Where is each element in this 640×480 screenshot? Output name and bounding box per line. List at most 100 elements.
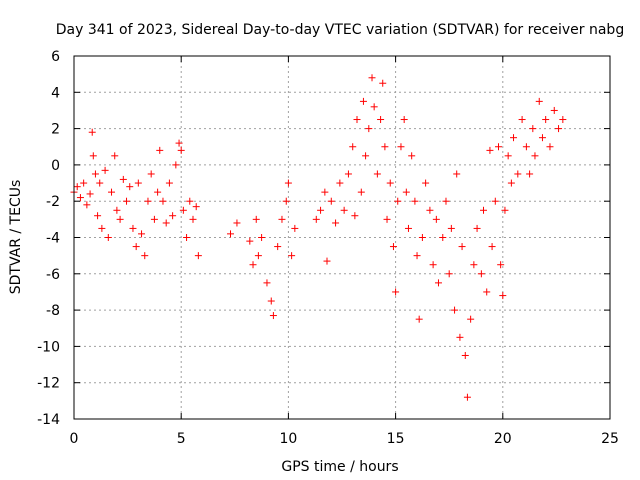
- data-point: [426, 206, 434, 214]
- data-point: [510, 134, 518, 142]
- data-point: [274, 243, 282, 251]
- data-point: [252, 215, 260, 223]
- data-point: [413, 252, 421, 260]
- data-point: [123, 197, 131, 205]
- data-point: [317, 206, 325, 214]
- data-point: [504, 152, 512, 160]
- data-point: [344, 170, 352, 178]
- x-axis-label: GPS time / hours: [281, 459, 398, 475]
- data-point: [514, 170, 522, 178]
- data-point: [98, 224, 106, 232]
- data-point: [434, 279, 442, 287]
- data-point: [386, 179, 394, 187]
- data-point: [408, 152, 416, 160]
- data-point: [392, 288, 400, 296]
- data-point: [432, 215, 440, 223]
- data-point: [480, 206, 488, 214]
- data-point: [542, 116, 550, 124]
- data-point: [529, 125, 537, 133]
- data-point: [177, 146, 185, 154]
- data-point: [365, 125, 373, 133]
- data-point: [483, 288, 491, 296]
- data-point: [559, 116, 567, 124]
- data-point: [518, 116, 526, 124]
- data-point: [119, 175, 127, 183]
- data-point: [394, 197, 402, 205]
- data-point: [73, 183, 81, 191]
- data-point: [175, 139, 183, 147]
- data-point: [383, 215, 391, 223]
- data-point: [463, 393, 471, 401]
- data-point: [495, 143, 503, 151]
- data-point: [94, 212, 102, 220]
- data-point: [535, 97, 543, 105]
- data-point: [154, 188, 162, 196]
- data-point: [269, 312, 277, 320]
- data-point: [555, 125, 563, 133]
- x-tick-label: 10: [279, 431, 297, 447]
- data-point: [538, 134, 546, 142]
- data-point: [377, 116, 385, 124]
- data-point: [159, 197, 167, 205]
- data-points: [70, 74, 567, 401]
- data-point: [179, 206, 187, 214]
- y-axis-label: SDTVAR / TECUs: [8, 180, 24, 295]
- data-point: [473, 224, 481, 232]
- data-point: [89, 152, 97, 160]
- data-point: [192, 203, 200, 211]
- data-point: [96, 179, 104, 187]
- data-point: [144, 197, 152, 205]
- data-point: [249, 261, 257, 269]
- data-point: [402, 188, 410, 196]
- data-point: [189, 215, 197, 223]
- data-point: [470, 261, 478, 269]
- data-point: [156, 146, 164, 154]
- data-point: [183, 234, 191, 241]
- y-tick-label: 0: [51, 158, 60, 174]
- data-point: [284, 179, 292, 187]
- data-point: [359, 97, 367, 105]
- data-point: [258, 234, 266, 241]
- data-point: [101, 166, 109, 174]
- data-point: [522, 143, 530, 151]
- data-point: [526, 170, 534, 178]
- data-point: [486, 146, 494, 154]
- data-point: [323, 257, 331, 265]
- data-point: [332, 219, 340, 227]
- y-tick-label: 4: [51, 85, 60, 101]
- data-point: [418, 234, 426, 241]
- data-point: [415, 315, 423, 323]
- data-point: [165, 179, 173, 187]
- y-tick-label: -10: [37, 339, 60, 355]
- data-point: [461, 351, 469, 359]
- data-point: [397, 143, 405, 151]
- data-point: [499, 292, 507, 300]
- chart-title: Day 341 of 2023, Sidereal Day-to-day VTE…: [56, 22, 624, 38]
- data-point: [138, 230, 146, 238]
- x-tick-label: 20: [494, 431, 512, 447]
- data-point: [497, 261, 505, 269]
- data-point: [246, 237, 254, 245]
- x-tick-label: 0: [70, 431, 79, 447]
- data-point: [349, 143, 357, 151]
- data-point: [111, 152, 119, 160]
- data-point: [194, 252, 202, 260]
- data-point: [83, 201, 91, 209]
- data-point: [507, 179, 515, 187]
- data-point: [86, 190, 94, 198]
- data-point: [491, 197, 499, 205]
- data-point: [453, 170, 461, 178]
- data-point: [282, 197, 290, 205]
- data-point: [327, 197, 335, 205]
- data-point: [186, 197, 194, 205]
- data-point: [134, 179, 142, 187]
- data-point: [172, 161, 180, 169]
- data-point: [404, 224, 412, 232]
- data-point: [357, 188, 365, 196]
- y-tick-label: -2: [46, 194, 60, 210]
- data-point: [477, 270, 485, 278]
- data-point: [227, 230, 235, 238]
- data-point: [76, 194, 84, 202]
- data-point: [501, 206, 509, 214]
